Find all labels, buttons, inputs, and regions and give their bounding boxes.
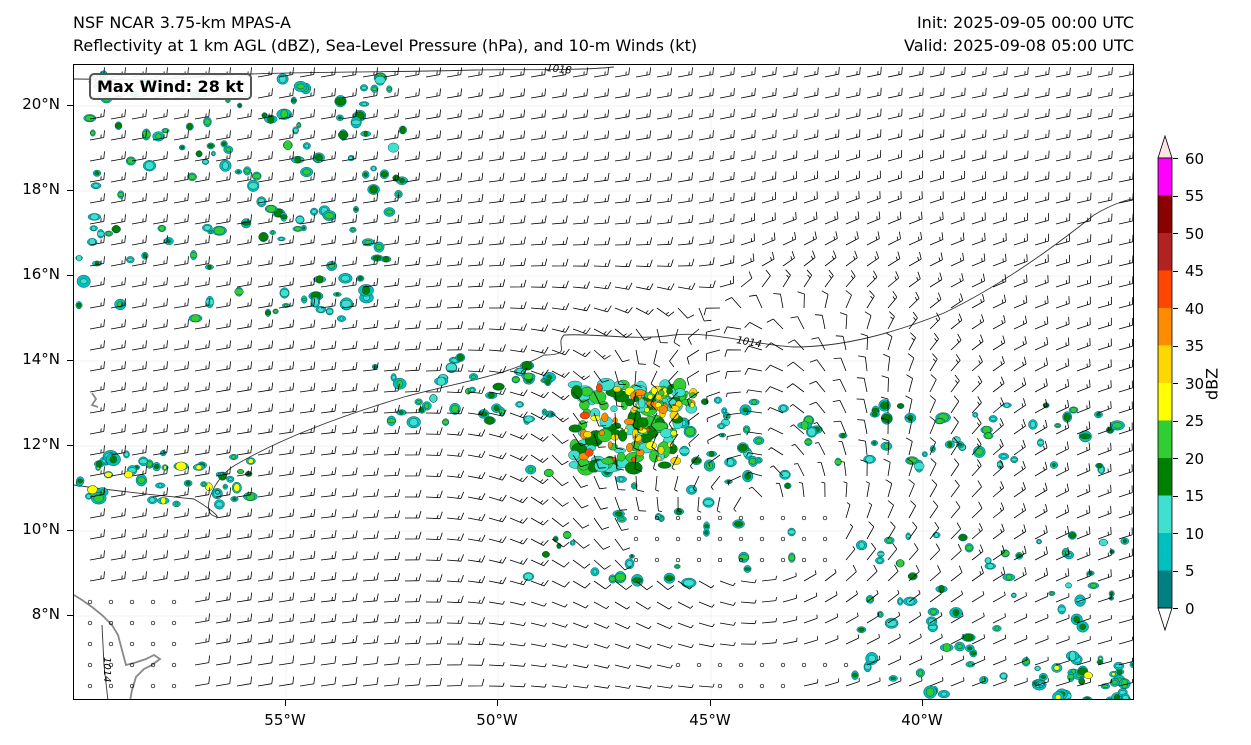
colorbar-tick-label: 35 bbox=[1185, 337, 1205, 355]
max-wind-annotation: Max Wind: 28 kt bbox=[89, 73, 252, 100]
colorbar-tick-label: 15 bbox=[1185, 487, 1205, 505]
lat-label: 10°N bbox=[22, 520, 60, 538]
lat-label: 16°N bbox=[22, 265, 60, 283]
lat-tick bbox=[67, 275, 73, 276]
coastline bbox=[74, 392, 162, 699]
colorbar-tick-label: 25 bbox=[1185, 412, 1205, 430]
lon-tick bbox=[285, 700, 286, 706]
lon-tick bbox=[497, 700, 498, 706]
lat-tick bbox=[67, 105, 73, 106]
colorbar-tick-label: 5 bbox=[1185, 562, 1195, 580]
colorbar-tick-label: 10 bbox=[1185, 524, 1205, 543]
colorbar-tick bbox=[1173, 383, 1178, 384]
colorbar-tick bbox=[1173, 495, 1178, 497]
colorbar-tick bbox=[1173, 420, 1178, 422]
reflectivity-echoes bbox=[75, 70, 1133, 699]
map-canvas: 1018 1018 1014 1014 bbox=[74, 65, 1133, 699]
colorbar-tick bbox=[1173, 270, 1178, 272]
title-line-1: NSF NCAR 3.75-km MPAS-A bbox=[73, 13, 291, 32]
colorbar-tick bbox=[1173, 233, 1178, 234]
colorbar-tick bbox=[1173, 533, 1178, 534]
colorbar-tick-label: 0 bbox=[1185, 599, 1195, 618]
colorbar-tick-label: 60 bbox=[1185, 149, 1205, 168]
valid-time: Valid: 2025-09-08 05:00 UTC bbox=[903, 36, 1134, 55]
colorbar-title: dBZ bbox=[1202, 367, 1222, 401]
colorbar-tick bbox=[1173, 608, 1178, 609]
lon-label: 45°W bbox=[689, 711, 731, 729]
colorbar bbox=[1157, 134, 1173, 632]
colorbar-tick-label: 20 bbox=[1185, 449, 1205, 468]
colorbar-tick-label: 45 bbox=[1185, 262, 1205, 280]
isobar-labels: 1018 1018 1014 1014 bbox=[88, 65, 763, 682]
init-time: Init: 2025-09-05 00:00 UTC bbox=[916, 13, 1134, 32]
colorbar-tick bbox=[1173, 570, 1178, 572]
colorbar-tick bbox=[1173, 158, 1178, 159]
lat-tick bbox=[67, 190, 73, 191]
lat-tick bbox=[67, 530, 73, 531]
lat-tick bbox=[67, 360, 73, 361]
colorbar-tick bbox=[1173, 195, 1178, 197]
colorbar-tick-label: 30 bbox=[1185, 374, 1205, 393]
lat-tick bbox=[67, 615, 73, 616]
lon-tick bbox=[710, 700, 711, 706]
lat-label: 14°N bbox=[22, 350, 60, 368]
lat-label: 18°N bbox=[22, 180, 60, 198]
colorbar-tick-label: 40 bbox=[1185, 299, 1205, 318]
lat-label: 12°N bbox=[22, 435, 60, 453]
lat-label: 20°N bbox=[22, 95, 60, 113]
isobar-label-1014-central: 1014 bbox=[735, 335, 762, 350]
map-panel: 1018 1018 1014 1014 bbox=[73, 64, 1134, 700]
colorbar-tick bbox=[1173, 458, 1178, 459]
isobar-label-1014-southwest: 1014 bbox=[101, 657, 112, 682]
title-line-2: Reflectivity at 1 km AGL (dBZ), Sea-Leve… bbox=[73, 36, 698, 55]
lon-label: 55°W bbox=[264, 711, 306, 729]
lat-tick bbox=[67, 445, 73, 446]
colorbar-tick bbox=[1173, 308, 1178, 309]
colorbar-tick-label: 55 bbox=[1185, 187, 1205, 205]
colorbar-tick bbox=[1173, 345, 1178, 347]
lon-label: 50°W bbox=[476, 711, 518, 729]
lat-label: 8°N bbox=[31, 605, 60, 623]
colorbar-tick-label: 50 bbox=[1185, 224, 1205, 243]
isobar-label-1018-north: 1018 bbox=[546, 65, 572, 77]
wind-barbs bbox=[87, 66, 1133, 689]
lon-tick bbox=[922, 700, 923, 706]
lon-label: 40°W bbox=[901, 711, 943, 729]
